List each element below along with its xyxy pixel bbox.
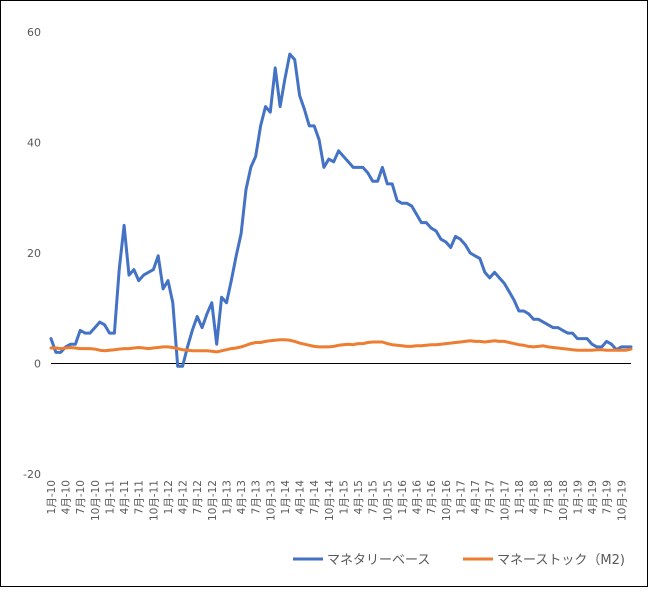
legend-label-2: マネーストック（M2): [497, 553, 625, 568]
x-tick-label: 1月-11: [104, 480, 116, 514]
x-tick-label: 10月-18: [558, 480, 570, 521]
x-tick-label: 7月-12: [192, 480, 204, 514]
x-tick-label: 7月-13: [251, 480, 263, 514]
legend-label-1: マネタリーベース: [327, 553, 430, 568]
x-tick-label: 1月-10: [46, 480, 58, 514]
x-tick-label: 4月-13: [236, 480, 248, 514]
x-tick-label: 7月-17: [485, 480, 497, 514]
x-tick-label: 7月-14: [309, 480, 321, 515]
x-tick-label: 4月-12: [178, 480, 190, 514]
x-tick-label: 10月-12: [207, 480, 219, 521]
x-tick-label: 1月-13: [221, 480, 233, 514]
x-tick-label: 4月-16: [412, 480, 424, 515]
x-tick-label: 7月-10: [75, 480, 87, 514]
x-tick-label: 7月-19: [602, 480, 614, 514]
x-tick-label: 7月-16: [426, 480, 438, 515]
x-tick-label: 7月-15: [368, 480, 380, 514]
x-tick-label: 1月-19: [572, 480, 584, 514]
x-tick-label: 10月-13: [265, 480, 277, 521]
x-tick-label: 10月-15: [382, 480, 394, 521]
x-tick-label: 10月-11: [148, 480, 160, 521]
x-tick-label: 4月-18: [529, 480, 541, 514]
series-line-2: [49, 338, 633, 354]
x-tick-label: 1月-14: [280, 480, 292, 515]
x-tick-label: 10月-14: [324, 480, 336, 521]
x-tick-label: 1月-18: [514, 480, 526, 514]
x-tick-label: 10月-17: [499, 480, 511, 521]
y-tick-label: -20: [23, 468, 41, 481]
legend: マネタリーベース マネーストック（M2): [293, 553, 625, 568]
x-tick-label: 4月-10: [61, 480, 73, 514]
y-tick-label: 0: [34, 358, 41, 371]
x-axis-ticks: 1月-10 4月-10 7月-10 10月-10 1月-11 4月-11 7月-11 10月-…: [46, 480, 628, 521]
x-tick-label: 4月-15: [353, 480, 365, 514]
x-tick-label: 4月-17: [470, 480, 482, 514]
x-tick-label: 4月-14: [295, 480, 307, 515]
x-tick-label: 4月-11: [119, 480, 131, 514]
x-tick-label: 10月-19: [616, 480, 628, 521]
series-layer: [49, 52, 633, 368]
y-axis-ticks: -20 0 20 40 60: [23, 26, 41, 481]
x-tick-label: 10月-16: [441, 480, 453, 521]
y-tick-label: 40: [27, 137, 41, 150]
x-tick-label: 7月-18: [543, 480, 555, 514]
x-tick-label: 10月-10: [90, 480, 102, 521]
series-line-1: [49, 52, 633, 368]
y-tick-label: 60: [27, 26, 41, 39]
x-tick-label: 1月-15: [338, 480, 350, 514]
y-tick-label: 20: [27, 247, 41, 260]
x-tick-label: 4月-19: [587, 480, 599, 514]
x-tick-label: 1月-16: [397, 480, 409, 515]
x-tick-label: 1月-17: [455, 480, 467, 514]
x-tick-label: 7月-11: [134, 480, 146, 514]
x-tick-label: 1月-12: [163, 480, 175, 514]
